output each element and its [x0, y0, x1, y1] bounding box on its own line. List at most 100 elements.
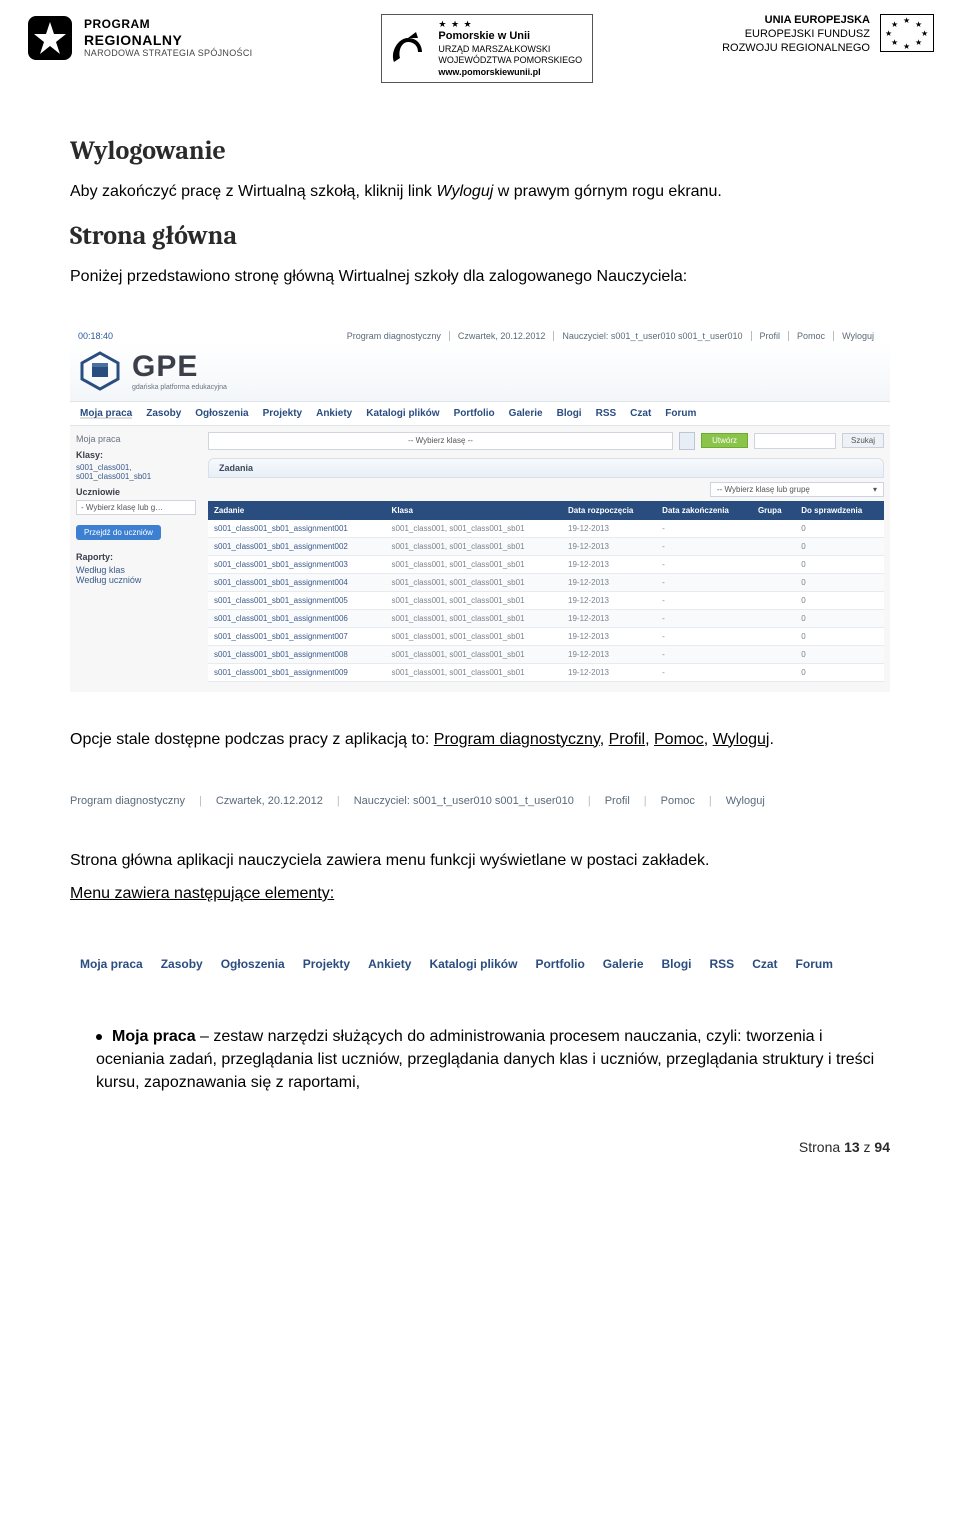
topbar-wyloguj[interactable]: Wyloguj: [842, 331, 882, 341]
table-row[interactable]: s001_class001_sb01_assignment002s001_cla…: [208, 537, 884, 555]
sidebar-uczniowie-select[interactable]: - Wybierz klasę lub g…: [76, 500, 196, 515]
table-cell: 19-12-2013: [562, 555, 656, 573]
nav-tab[interactable]: RSS: [596, 408, 617, 419]
table-col-header: Grupa: [752, 501, 795, 520]
table-cell: s001_class001, s001_class001_sb01: [386, 573, 562, 591]
nav-tab[interactable]: Ankiety: [316, 408, 352, 419]
table-cell: 19-12-2013: [562, 591, 656, 609]
topbar-item[interactable]: Program diagnostyczny: [347, 331, 450, 341]
nav-tab[interactable]: Zasoby: [146, 408, 181, 419]
topbar-closeup: Program diagnostyczny| Czwartek, 20.12.2…: [70, 795, 890, 807]
table-row[interactable]: s001_class001_sb01_assignment008s001_cla…: [208, 645, 884, 663]
table-cell: -: [656, 627, 752, 645]
tasks-table: ZadanieKlasaData rozpoczęciaData zakończ…: [208, 501, 884, 682]
table-cell: s001_class001, s001_class001_sb01: [386, 663, 562, 681]
nav-tab[interactable]: Moja praca: [80, 408, 132, 419]
topbar-profil[interactable]: Profil: [760, 331, 790, 341]
table-cell: s001_class001, s001_class001_sb01: [386, 645, 562, 663]
stars-icon: ★ ★ ★: [438, 19, 582, 30]
nav-tab[interactable]: Forum: [796, 957, 833, 971]
topbar-item: Czwartek, 20.12.2012: [458, 331, 555, 341]
table-cell: -: [656, 555, 752, 573]
opt-link: Profil: [609, 731, 645, 748]
nav-tab[interactable]: Forum: [665, 408, 696, 419]
nav-tab[interactable]: Projekty: [263, 408, 302, 419]
table-cell: 0: [795, 591, 884, 609]
select-class-arrow-icon[interactable]: [679, 432, 695, 450]
search-button[interactable]: Szukaj: [842, 433, 884, 448]
table-row[interactable]: s001_class001_sb01_assignment001s001_cla…: [208, 520, 884, 538]
logo-pomorskie: ★ ★ ★ Pomorskie w Unii URZĄD MARSZAŁKOWS…: [381, 14, 593, 83]
logo-program-regionalny: PROGRAM REGIONALNY NARODOWA STRATEGIA SP…: [26, 14, 252, 62]
table-row[interactable]: s001_class001_sb01_assignment004s001_cla…: [208, 573, 884, 591]
bar-item: Czwartek, 20.12.2012: [216, 795, 323, 807]
nav-tab[interactable]: Galerie: [509, 408, 543, 419]
sidebar-goto-students-button[interactable]: Przejdź do uczniów: [76, 525, 161, 540]
nav-tab[interactable]: Ogłoszenia: [195, 408, 248, 419]
sidebar-uczniowie-label: Uczniowie: [76, 487, 196, 497]
sidebar-klasy-label: Klasy:: [76, 450, 196, 460]
nav-tab[interactable]: Ogłoszenia: [221, 957, 285, 971]
table-cell: s001_class001, s001_class001_sb01: [386, 627, 562, 645]
table-row[interactable]: s001_class001_sb01_assignment005s001_cla…: [208, 591, 884, 609]
logo-left-line3: NARODOWA STRATEGIA SPÓJNOŚCI: [84, 48, 252, 58]
p1-b: w prawym górnym rogu ekranu.: [493, 183, 722, 200]
create-button[interactable]: Utwórz: [701, 433, 748, 448]
heading-wylogowanie: Wylogowanie: [70, 133, 890, 171]
table-cell: 0: [795, 555, 884, 573]
nav-tab[interactable]: Galerie: [603, 957, 644, 971]
nav-tab[interactable]: Portfolio: [454, 408, 495, 419]
nav-tab[interactable]: Ankiety: [368, 957, 411, 971]
nav-tab[interactable]: Moja praca: [80, 957, 143, 971]
nav-tab[interactable]: Blogi: [557, 408, 582, 419]
app-topbar: 00:18:40 Program diagnostyczny Czwartek,…: [70, 327, 890, 343]
logo-left-line1: PROGRAM: [84, 18, 252, 32]
nav-tab[interactable]: Czat: [752, 957, 777, 971]
p3-a: Opcje stale dostępne podczas pracy z apl…: [70, 731, 434, 748]
bar-item[interactable]: Profil: [605, 795, 630, 807]
topbar-item: Nauczyciel: s001_t_user010 s001_t_user01…: [562, 331, 751, 341]
nav-tab[interactable]: Zasoby: [161, 957, 203, 971]
table-col-header: Do sprawdzenia: [795, 501, 884, 520]
table-cell: 19-12-2013: [562, 573, 656, 591]
nav-tab[interactable]: Czat: [630, 408, 651, 419]
bar-item[interactable]: Pomoc: [661, 795, 695, 807]
table-row[interactable]: s001_class001_sb01_assignment006s001_cla…: [208, 609, 884, 627]
navbar-closeup: Moja praca Zasoby Ogłoszenia Projekty Ankiet…: [70, 949, 890, 979]
table-col-header: Data rozpoczęcia: [562, 501, 656, 520]
nav-tab[interactable]: Projekty: [303, 957, 350, 971]
table-cell: s001_class001, s001_class001_sb01: [386, 591, 562, 609]
table-cell: s001_class001_sb01_assignment005: [208, 591, 386, 609]
table-cell: s001_class001_sb01_assignment008: [208, 645, 386, 663]
topbar-pomoc[interactable]: Pomoc: [797, 331, 834, 341]
nav-tab[interactable]: Katalogi plików: [429, 957, 517, 971]
p1-a: Aby zakończyć pracę z Wirtualną szkołą, …: [70, 183, 436, 200]
sidebar-klasy-val[interactable]: s001_class001, s001_class001_sb01: [76, 463, 196, 481]
bar-item[interactable]: Wyloguj: [726, 795, 765, 807]
logo-eu-l2: EUROPEJSKI FUNDUSZ: [722, 28, 870, 42]
nav-tab[interactable]: Portfolio: [535, 957, 584, 971]
nav-tab[interactable]: Katalogi plików: [366, 408, 439, 419]
nav-tab[interactable]: Blogi: [662, 957, 692, 971]
table-cell: -: [656, 573, 752, 591]
topbar-time: 00:18:40: [78, 331, 121, 341]
app-screenshot: 00:18:40 Program diagnostyczny Czwartek,…: [70, 327, 890, 692]
table-cell: 0: [795, 609, 884, 627]
sidebar-raport-klas[interactable]: Według klas: [76, 565, 196, 575]
table-row[interactable]: s001_class001_sb01_assignment003s001_cla…: [208, 555, 884, 573]
table-row[interactable]: s001_class001_sb01_assignment007s001_cla…: [208, 627, 884, 645]
table-row[interactable]: s001_class001_sb01_assignment009s001_cla…: [208, 663, 884, 681]
griffin-icon: [388, 28, 430, 68]
logo-eu-l3: ROZWOJU REGIONALNEGO: [722, 42, 870, 56]
select-class[interactable]: -- Wybierz klasę --: [208, 432, 673, 450]
table-cell: s001_class001_sb01_assignment006: [208, 609, 386, 627]
logo-mid-l2: URZĄD MARSZAŁKOWSKI: [438, 44, 582, 55]
table-cell: [752, 663, 795, 681]
bar-item[interactable]: Program diagnostyczny: [70, 795, 185, 807]
select-class-group[interactable]: -- Wybierz klasę lub grupę▾: [710, 482, 884, 497]
search-input[interactable]: [754, 433, 836, 449]
p1-italic: Wyloguj: [436, 183, 493, 200]
sidebar-raport-uczniow[interactable]: Według uczniów: [76, 575, 196, 585]
table-cell: 19-12-2013: [562, 663, 656, 681]
nav-tab[interactable]: RSS: [710, 957, 735, 971]
